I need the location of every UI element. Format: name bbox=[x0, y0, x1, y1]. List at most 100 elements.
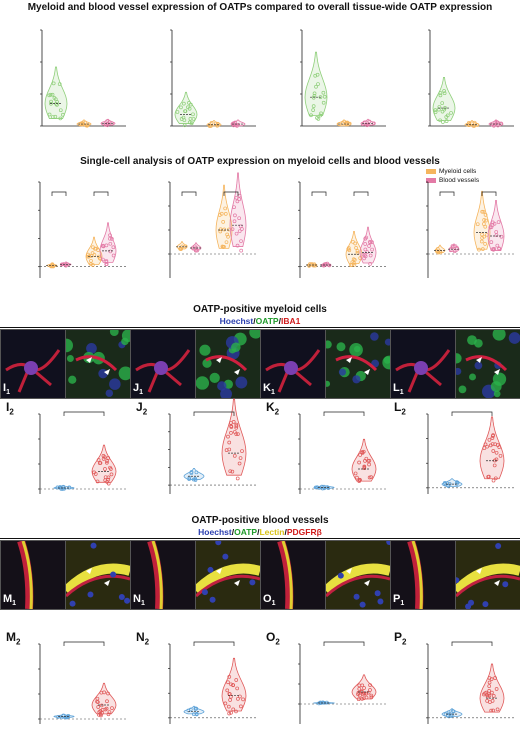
data-point bbox=[499, 234, 504, 239]
data-point bbox=[471, 123, 476, 128]
data-point bbox=[237, 197, 242, 202]
stain-sep: / bbox=[284, 527, 287, 537]
data-point bbox=[224, 240, 229, 245]
data-point bbox=[367, 244, 371, 248]
panel-subscript: 2 bbox=[9, 407, 14, 417]
data-point bbox=[89, 253, 94, 258]
divider-line bbox=[0, 327, 520, 328]
tissue-blob bbox=[249, 330, 260, 339]
lectin bbox=[411, 541, 423, 609]
data-point bbox=[483, 213, 488, 217]
nucleus bbox=[90, 542, 97, 549]
chart-svg bbox=[298, 411, 388, 494]
data-point bbox=[58, 116, 63, 121]
data-point bbox=[484, 690, 489, 695]
data-point bbox=[227, 675, 232, 679]
data-point bbox=[351, 257, 356, 262]
panel-subscript: 2 bbox=[274, 407, 280, 417]
data-point bbox=[51, 81, 56, 86]
data-point bbox=[491, 247, 495, 251]
tissue-blob bbox=[492, 330, 506, 341]
data-point bbox=[111, 253, 116, 258]
vessel bbox=[196, 563, 260, 595]
chart-svg bbox=[426, 641, 516, 724]
data-point bbox=[311, 108, 315, 113]
data-point bbox=[451, 709, 455, 713]
data-point bbox=[110, 706, 114, 710]
data-point bbox=[369, 693, 374, 698]
data-point bbox=[86, 123, 90, 127]
data-point bbox=[81, 121, 85, 126]
data-point bbox=[370, 247, 374, 252]
significance-bracket bbox=[323, 641, 365, 646]
data-point bbox=[363, 247, 368, 252]
tissue-blob bbox=[220, 388, 233, 398]
nucleus bbox=[249, 579, 256, 586]
data-point bbox=[60, 487, 65, 491]
iba1-cell bbox=[205, 355, 248, 372]
data-point bbox=[368, 262, 373, 266]
data-point bbox=[496, 220, 501, 224]
data-point bbox=[237, 229, 242, 234]
iba1-cell bbox=[75, 355, 118, 372]
data-point bbox=[236, 696, 240, 701]
data-point bbox=[239, 239, 243, 244]
data-point bbox=[64, 263, 68, 268]
data-point bbox=[482, 222, 486, 226]
stain-pdgfrb: PDGFRβ bbox=[286, 527, 322, 537]
data-point bbox=[235, 686, 240, 691]
data-point bbox=[110, 121, 114, 126]
data-point bbox=[452, 249, 457, 254]
legend-vessels: Blood vessels bbox=[426, 177, 479, 184]
nucleus bbox=[377, 598, 384, 605]
chart-svg bbox=[168, 172, 258, 278]
data-point bbox=[489, 708, 494, 713]
micrograph-image bbox=[196, 541, 260, 609]
nucleus bbox=[124, 597, 130, 604]
vessel bbox=[456, 563, 520, 595]
data-point bbox=[101, 456, 106, 461]
data-point bbox=[352, 262, 357, 267]
micrograph-gbm bbox=[455, 329, 520, 399]
data-point bbox=[314, 84, 318, 89]
data-point bbox=[187, 106, 192, 111]
panel-label: P2 bbox=[394, 630, 407, 647]
chart-svg bbox=[168, 398, 258, 494]
data-point bbox=[359, 689, 364, 694]
data-point bbox=[493, 676, 497, 680]
data-point bbox=[234, 424, 239, 428]
data-point bbox=[215, 122, 220, 127]
micrograph-image bbox=[1, 541, 65, 609]
data-point bbox=[497, 246, 501, 251]
data-point bbox=[183, 109, 188, 113]
data-point bbox=[347, 248, 352, 253]
data-point bbox=[230, 469, 235, 474]
significance-bracket bbox=[63, 411, 105, 416]
data-point bbox=[189, 121, 194, 126]
data-point bbox=[232, 219, 237, 224]
data-point bbox=[367, 462, 371, 467]
data-point bbox=[194, 248, 198, 253]
nucleus bbox=[24, 361, 38, 375]
significance-bracket bbox=[63, 641, 105, 646]
data-point bbox=[311, 95, 316, 100]
tissue-blob bbox=[231, 342, 241, 353]
tissue-blob bbox=[118, 366, 130, 381]
panel-label: N1 bbox=[133, 593, 145, 608]
data-point bbox=[240, 449, 244, 453]
nucleus bbox=[502, 581, 509, 588]
tissue-blob bbox=[199, 344, 211, 356]
chart-svg bbox=[298, 641, 388, 724]
data-point bbox=[237, 216, 242, 221]
data-point bbox=[183, 244, 188, 249]
data-point bbox=[442, 91, 447, 96]
stain-vessel: Hoechst/OATP/Lectin/PDGFRβ bbox=[0, 527, 520, 537]
data-point bbox=[482, 234, 486, 239]
data-point bbox=[355, 475, 359, 480]
data-point bbox=[91, 263, 95, 267]
violin-shape bbox=[479, 416, 505, 480]
tissue-blob bbox=[66, 355, 74, 362]
data-point bbox=[223, 206, 228, 211]
violin-shape bbox=[351, 438, 377, 482]
data-point bbox=[495, 243, 500, 248]
